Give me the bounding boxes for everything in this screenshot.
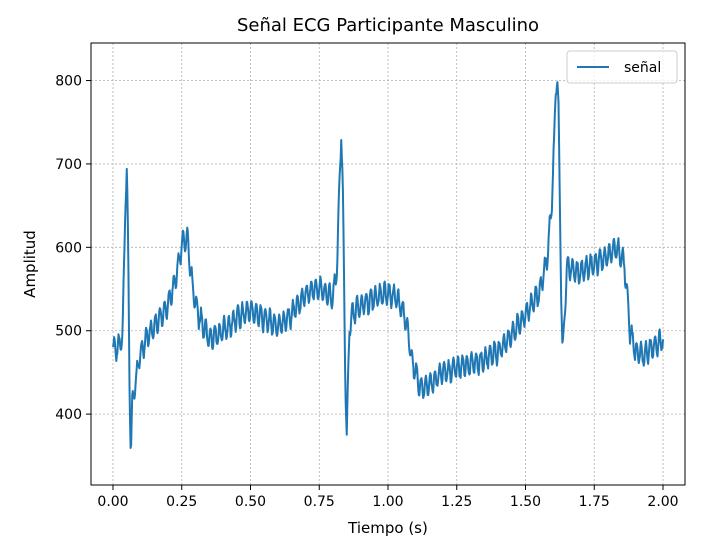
legend: señal [566,50,678,84]
series-line-senal [112,81,664,449]
y-tick-label: 800 [55,74,82,90]
x-axis-label: Tiempo (s) [347,519,428,537]
legend-label-senal: señal [624,60,661,76]
legend-box [566,50,678,84]
x-tick-label: 0.00 [97,494,128,510]
y-axis-label: Amplitud [21,230,39,298]
x-tick-label: 1.50 [510,494,541,510]
x-tick-label: 2.00 [647,494,678,510]
chart-title: Señal ECG Participante Masculino [237,15,539,36]
y-tick-label: 700 [55,157,82,173]
y-tick-label: 500 [55,324,82,340]
x-tick-label: 1.25 [441,494,472,510]
plot-frame [90,42,686,486]
y-tick-label: 600 [55,240,82,256]
x-tick-label: 1.75 [579,494,610,510]
axis-ticks: 0.00 0.25 0.50 0.75 1.00 1.25 1.50 1.75 2.00 400 5… [55,74,678,510]
y-tick-label: 400 [55,407,82,423]
x-tick-label: 0.50 [235,494,266,510]
x-tick-label: 0.75 [304,494,335,510]
x-tick-label: 0.25 [166,494,197,510]
x-tick-label: 1.00 [372,494,403,510]
grid [91,43,685,485]
